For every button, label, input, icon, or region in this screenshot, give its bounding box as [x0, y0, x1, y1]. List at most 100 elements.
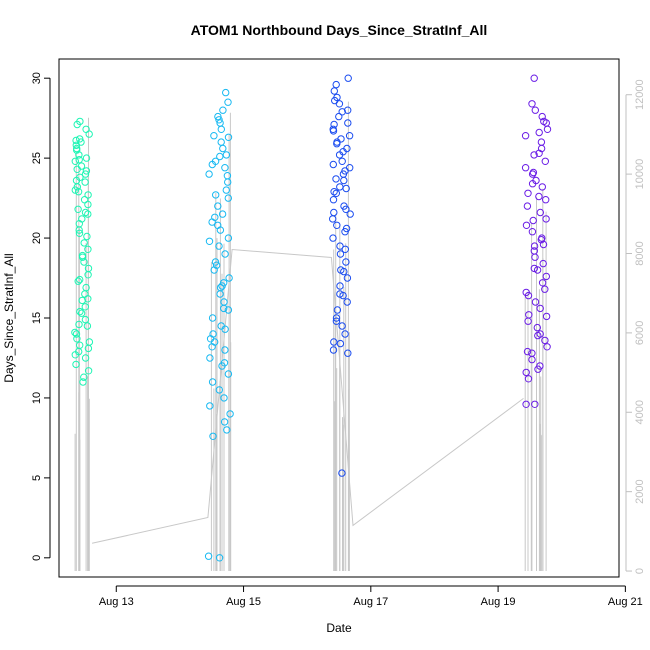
data-point — [343, 274, 352, 282]
data-point — [330, 188, 338, 196]
data-point — [72, 330, 81, 338]
data-point — [208, 160, 217, 169]
data-point — [81, 303, 90, 311]
data-point — [214, 221, 222, 230]
data-point — [528, 228, 537, 236]
data-point — [540, 117, 548, 126]
data-point — [332, 189, 340, 198]
y-axis: 0 5 10 15 20 25 30 — [31, 72, 51, 561]
data-point — [342, 258, 350, 266]
data-point — [73, 165, 81, 174]
y-tick-label: 25 — [31, 152, 43, 164]
data-point — [531, 253, 539, 261]
data-point — [522, 288, 530, 297]
data-point — [84, 191, 92, 199]
data-point — [72, 136, 80, 145]
data-point — [341, 330, 349, 338]
data-point — [224, 194, 233, 202]
data-point — [84, 200, 92, 209]
x-tick-label: Aug 21 — [608, 596, 643, 608]
data-point — [81, 208, 90, 217]
data-point — [333, 221, 341, 230]
data-point — [344, 349, 352, 357]
data-point — [336, 242, 344, 250]
data-point — [82, 167, 91, 175]
chart-title: ATOM1 Northbound Days_Since_StratInf_All — [191, 22, 488, 38]
data-point — [75, 151, 83, 159]
data-point — [71, 157, 80, 166]
y-tick-label: 20 — [31, 232, 43, 244]
data-point — [538, 279, 547, 287]
data-point — [524, 375, 533, 383]
data-point — [542, 312, 551, 321]
data-point — [205, 170, 213, 178]
data-point — [218, 210, 227, 218]
y2-tick-label: 10000 — [634, 159, 646, 190]
data-point — [84, 271, 92, 279]
data-point — [72, 360, 80, 369]
y-tick-label: 10 — [31, 392, 43, 404]
data-point — [221, 325, 229, 333]
data-point — [538, 183, 546, 191]
data-point — [524, 189, 532, 198]
y2-tick-label: 0 — [634, 568, 646, 574]
data-point — [215, 386, 224, 394]
data-point — [330, 208, 338, 217]
data-point — [79, 378, 87, 386]
data-point — [223, 426, 231, 434]
data-point — [524, 317, 532, 325]
data-point — [339, 148, 347, 156]
data-point — [83, 322, 92, 330]
data-point — [75, 229, 84, 238]
data-point — [212, 191, 220, 199]
data-point — [528, 100, 536, 108]
data-point — [221, 164, 229, 172]
y2-axis: 0 2000 4000 6000 8000 10000 12000 — [625, 79, 646, 574]
data-point — [336, 250, 345, 258]
data-point — [224, 234, 233, 242]
data-point — [530, 242, 539, 250]
data-point — [521, 132, 530, 140]
data-point — [204, 552, 213, 560]
data-point — [217, 138, 225, 146]
data-point — [537, 138, 546, 146]
data-point — [535, 128, 543, 137]
data-point — [339, 291, 347, 300]
data-point — [76, 307, 84, 316]
data-point — [541, 336, 549, 345]
data-point — [84, 295, 92, 303]
data-point — [522, 368, 530, 377]
data-point — [337, 135, 345, 143]
data-point — [208, 343, 216, 351]
x-tick-label: Aug 13 — [99, 596, 134, 608]
data-point — [338, 469, 346, 477]
data-point — [85, 130, 93, 138]
data-point — [215, 554, 224, 562]
y2-tick-label: 6000 — [634, 321, 646, 345]
data-point — [525, 311, 533, 319]
data-point — [531, 106, 539, 114]
data-point — [84, 367, 93, 375]
data-point — [332, 80, 340, 89]
x-tick-label: Aug 17 — [353, 596, 388, 608]
data-point — [533, 323, 541, 332]
data-point — [333, 140, 341, 148]
data-point — [523, 202, 532, 210]
data-point — [522, 221, 531, 230]
data-point — [224, 306, 233, 314]
data-point — [75, 156, 83, 164]
data-point — [535, 192, 543, 201]
data-point — [542, 196, 550, 204]
data-point — [333, 306, 342, 314]
data-point — [220, 394, 228, 402]
data-point — [205, 237, 214, 246]
data-point — [81, 315, 90, 324]
data-point — [222, 151, 231, 159]
data-point — [75, 320, 83, 329]
data-point — [335, 100, 344, 108]
data-point — [534, 331, 542, 340]
data-point — [329, 346, 338, 354]
data-point — [336, 183, 344, 191]
data-point — [81, 178, 89, 186]
